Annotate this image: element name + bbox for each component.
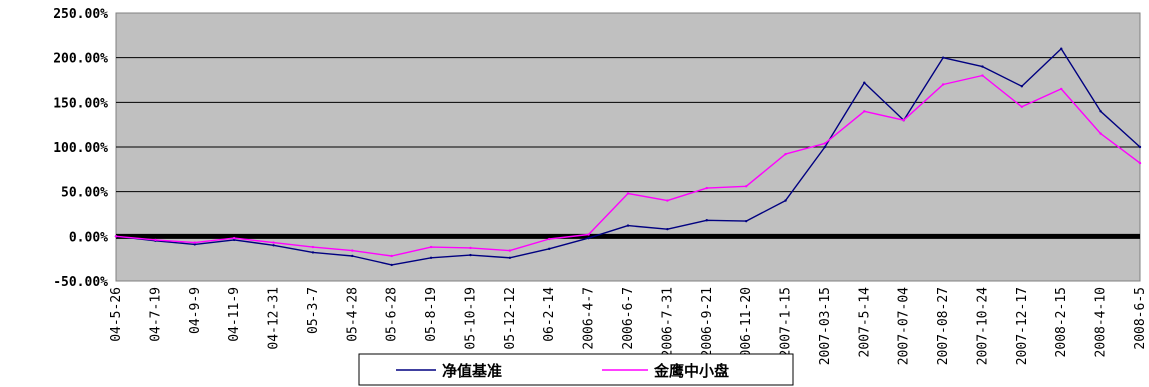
x-tick-label: 04-7-19 xyxy=(148,287,163,342)
data-point-1 xyxy=(311,245,315,249)
x-tick-label: 04-12-31 xyxy=(267,287,282,350)
data-point-1 xyxy=(1099,132,1102,135)
x-tick-label: 06-2-14 xyxy=(542,287,557,342)
x-tick-label: 05-12-12 xyxy=(503,287,518,350)
data-point-0 xyxy=(744,219,748,223)
data-point-0 xyxy=(429,256,433,259)
y-tick-label: 100.00% xyxy=(53,141,108,156)
x-tick-label: 2007-07-04 xyxy=(897,287,912,365)
y-axis-ticks: 250.00% 200.00% 150.00% 100.00% 50.00% 0.00% -… xyxy=(53,7,108,290)
data-point-1 xyxy=(784,152,787,156)
data-point-1 xyxy=(114,235,118,238)
y-tick-label: 50.00% xyxy=(61,186,108,201)
data-point-0 xyxy=(351,254,354,258)
data-point-0 xyxy=(666,227,669,231)
x-tick-label: 2007-12-17 xyxy=(1015,287,1030,365)
x-tick-label: 05-10-19 xyxy=(463,287,478,350)
legend-label-0: 净值基准 xyxy=(442,362,502,380)
data-point-0 xyxy=(1099,110,1102,113)
data-point-0 xyxy=(1020,85,1024,88)
x-axis-ticks: 04-5-26 04-7-19 04-9-9 04-11-9 04-12-31 05-3-… xyxy=(109,287,1148,365)
data-point-0 xyxy=(272,244,275,247)
data-point-1 xyxy=(941,83,945,86)
data-point-1 xyxy=(429,245,433,249)
data-point-0 xyxy=(587,236,590,240)
data-point-1 xyxy=(705,186,708,190)
data-point-1 xyxy=(193,241,196,244)
x-tick-label: 2008-6-5 xyxy=(1133,287,1148,350)
data-point-1 xyxy=(744,185,748,188)
data-point-1 xyxy=(1020,105,1024,109)
data-point-1 xyxy=(1060,87,1063,91)
data-point-0 xyxy=(941,56,945,59)
y-tick-label: 250.00% xyxy=(53,7,108,22)
x-tick-label: 05-4-28 xyxy=(345,287,360,342)
x-tick-label: 05-3-7 xyxy=(306,287,321,334)
y-tick-label: -50.00% xyxy=(53,275,108,290)
data-point-1 xyxy=(902,119,905,122)
x-tick-label: 2006-9-21 xyxy=(700,287,715,357)
x-tick-label: 2006-4-7 xyxy=(582,287,597,350)
data-point-0 xyxy=(548,247,551,251)
x-tick-label: 2008-4-10 xyxy=(1094,287,1109,357)
x-tick-label: 2006-7-31 xyxy=(660,287,675,357)
data-point-0 xyxy=(311,251,315,254)
data-point-0 xyxy=(193,243,196,246)
data-point-0 xyxy=(784,199,787,202)
x-tick-label: 04-9-9 xyxy=(188,287,203,334)
x-tick-label: 05-8-19 xyxy=(424,287,439,342)
x-tick-label: 2007-1-15 xyxy=(779,287,794,357)
x-tick-label: 2007-03-15 xyxy=(818,287,833,365)
x-tick-label: 2007-5-14 xyxy=(857,287,872,358)
data-point-1 xyxy=(232,236,236,240)
data-point-0 xyxy=(469,253,472,257)
data-point-1 xyxy=(981,74,984,77)
data-point-0 xyxy=(981,65,984,68)
y-tick-label: 200.00% xyxy=(53,52,108,67)
gridlines xyxy=(116,57,1140,239)
x-tick-label: 2008-2-15 xyxy=(1054,287,1069,357)
data-point-1 xyxy=(587,233,590,236)
data-point-1 xyxy=(548,237,551,241)
x-tick-label: 2006-6-7 xyxy=(621,287,636,350)
data-point-0 xyxy=(1060,47,1063,50)
x-tick-label: 2007-10-24 xyxy=(975,287,990,365)
data-point-1 xyxy=(1138,161,1142,165)
x-tick-label: 04-5-26 xyxy=(109,287,124,342)
y-tick-label: 0.00% xyxy=(69,230,108,245)
x-tick-label: 2006-11-20 xyxy=(739,287,754,365)
x-tick-label: 04-11-9 xyxy=(227,287,242,342)
y-tick-label: 150.00% xyxy=(53,96,108,111)
data-point-1 xyxy=(469,246,472,250)
data-point-1 xyxy=(351,249,354,252)
data-point-1 xyxy=(863,110,866,113)
series-lines xyxy=(114,47,1142,267)
data-point-1 xyxy=(154,238,157,242)
legend-label-1: 金鹰中小盘 xyxy=(653,362,729,380)
data-point-0 xyxy=(390,263,393,267)
data-point-1 xyxy=(823,142,827,145)
data-point-0 xyxy=(626,224,630,227)
data-point-1 xyxy=(626,192,630,195)
legend: 净值基准 金鹰中小盘 xyxy=(358,353,794,386)
data-point-1 xyxy=(272,241,275,244)
data-point-0 xyxy=(823,145,827,149)
data-point-0 xyxy=(863,81,866,84)
data-point-0 xyxy=(1138,145,1142,149)
data-point-0 xyxy=(232,238,236,242)
data-point-1 xyxy=(390,254,393,258)
data-point-1 xyxy=(508,249,512,252)
data-point-1 xyxy=(666,199,669,202)
x-tick-label: 2007-08-27 xyxy=(936,287,951,365)
x-tick-label: 05-6-28 xyxy=(385,287,400,342)
data-point-0 xyxy=(705,219,708,222)
data-point-0 xyxy=(508,256,512,259)
